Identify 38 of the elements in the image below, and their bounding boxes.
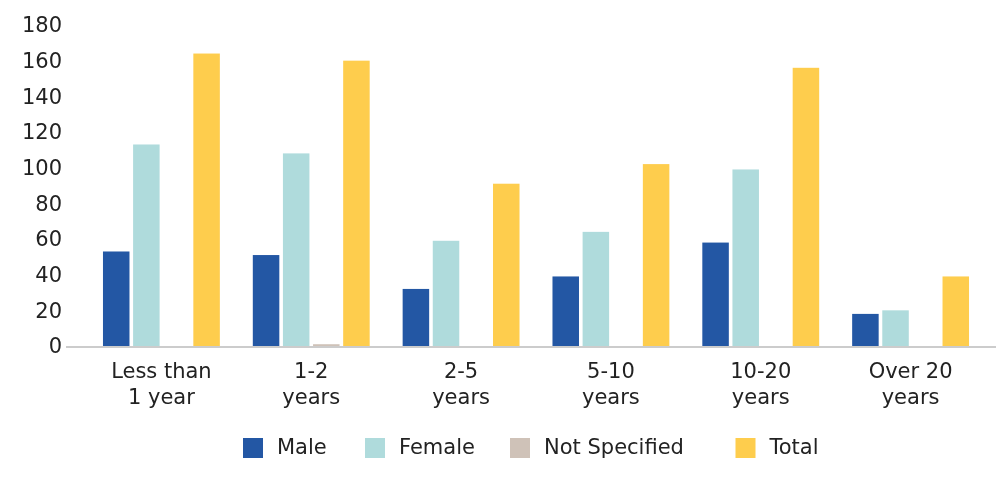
y-tick-label: 60 xyxy=(35,227,62,252)
legend-label: Not Specified xyxy=(544,435,684,459)
x-tick-label: 1-2 years xyxy=(282,359,341,409)
y-tick-label: 160 xyxy=(21,49,62,74)
y-tick-label: 80 xyxy=(35,191,62,216)
bar xyxy=(702,242,729,346)
legend-label: Female xyxy=(399,435,475,459)
x-tick-label: Less than 1 year xyxy=(111,359,212,409)
bar xyxy=(133,144,160,346)
bar xyxy=(792,67,820,346)
bar xyxy=(193,53,220,346)
bar xyxy=(402,288,430,346)
bar xyxy=(942,276,970,346)
bar xyxy=(493,183,520,346)
y-tick-label: 180 xyxy=(21,13,62,38)
y-tick-label: 40 xyxy=(35,263,62,288)
y-tick-label: 100 xyxy=(21,156,62,181)
y-tick-label: 120 xyxy=(21,120,62,145)
bar xyxy=(432,240,460,346)
bar xyxy=(282,153,310,346)
bar xyxy=(252,255,280,346)
x-tick-label: 10-20 years xyxy=(730,359,792,409)
y-tick-label: 20 xyxy=(35,298,62,323)
bar xyxy=(343,60,370,346)
y-tick-label: 140 xyxy=(21,84,62,109)
bar xyxy=(732,169,759,346)
bar xyxy=(642,164,670,346)
bar xyxy=(102,251,130,346)
x-tick-label: 5-10 years xyxy=(582,359,640,409)
bar xyxy=(582,231,610,346)
legend-label: Male xyxy=(277,435,327,459)
bar xyxy=(552,276,579,346)
y-tick-label: 0 xyxy=(48,334,62,359)
x-tick-label: 2-5 years xyxy=(432,359,490,409)
legend-label: Total xyxy=(768,435,819,459)
bar xyxy=(882,310,909,346)
x-tick-label: Over 20 years xyxy=(868,359,953,409)
bar xyxy=(852,313,879,346)
